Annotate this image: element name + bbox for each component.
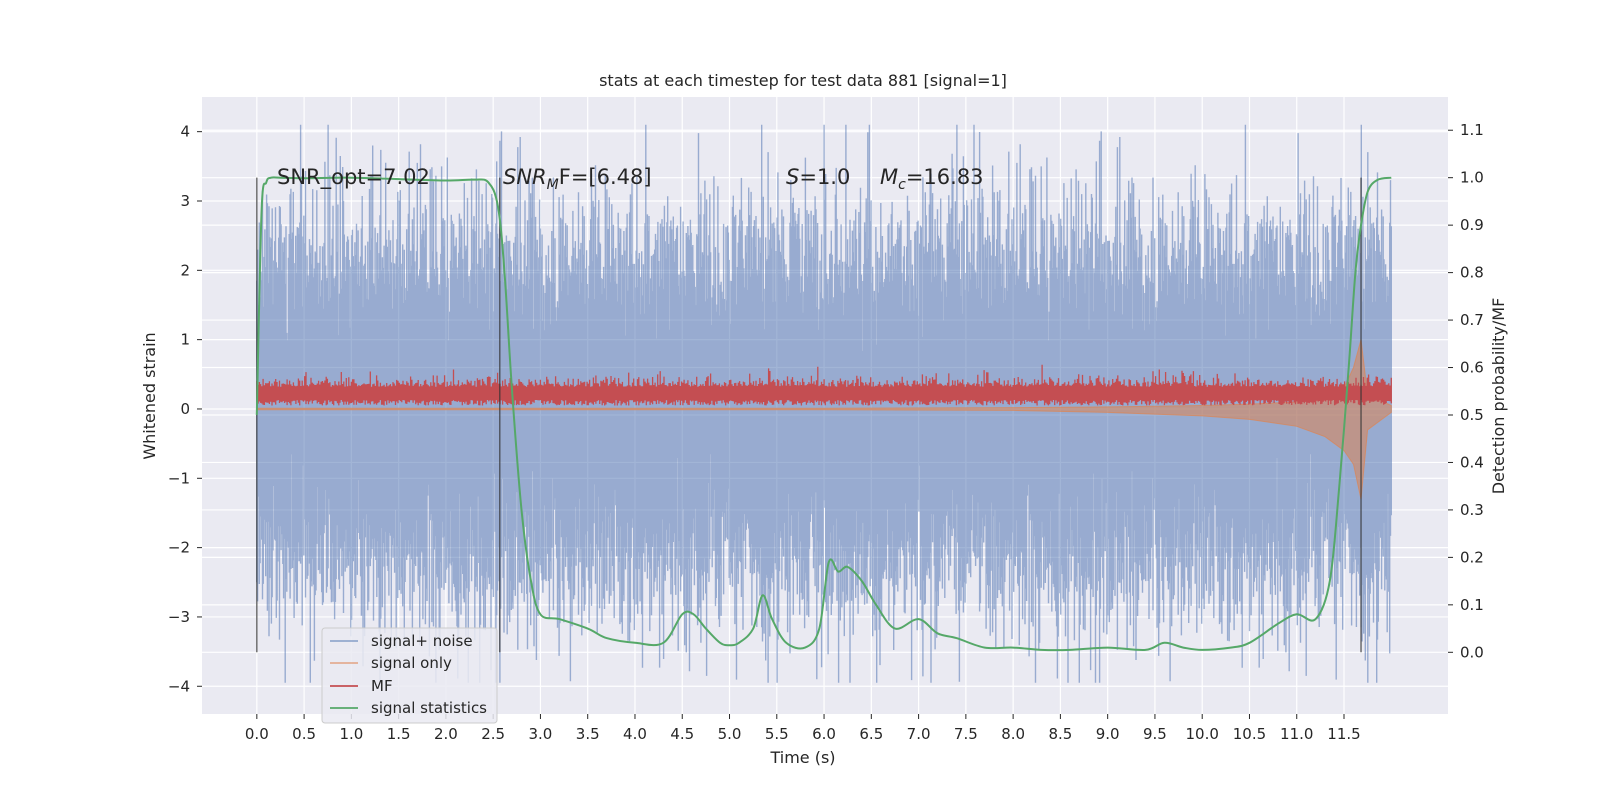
annotation-snr-mf: SNRMF=[6.48] [503,165,652,193]
x-tick-label: 10.0 [1186,725,1219,743]
x-tick-label: 9.0 [1096,725,1120,743]
y2-tick-label: 1.1 [1460,121,1484,139]
x-tick-label: 4.5 [670,725,694,743]
y2-axis-ticks: 0.0 0.1 0.2 0.3 0.4 0.5 0.6 0.7 0.8 0.9 1.0 1.1 [1448,121,1484,661]
x-tick-label: 11.0 [1280,725,1313,743]
annotation-snr-mf-sub: M [547,177,559,193]
x-tick-label: 5.5 [765,725,789,743]
annotation-s-italic: S [786,165,799,189]
x-tick-label: 8.5 [1048,725,1072,743]
legend-label-mf: MF [371,677,393,695]
y-tick-label: 2 [180,261,190,279]
y-tick-label: 0 [180,400,190,418]
x-tick-label: 3.0 [529,725,553,743]
y-tick-label: 3 [180,192,190,210]
y-tick-label: 1 [180,331,190,349]
y2-axis-label: Detection probability/MF [1489,298,1508,495]
y2-tick-label: 0.8 [1460,264,1484,282]
annotation-mc: Mc=16.83 [880,165,984,193]
x-axis-label: Time (s) [769,748,835,767]
annotation-snr-mf-main: SNR [503,165,547,189]
y-tick-label: 4 [180,123,190,141]
x-tick-label: 6.0 [812,725,836,743]
x-tick-label: 6.5 [859,725,883,743]
x-tick-label: 8.0 [1001,725,1025,743]
x-tick-label: 2.5 [481,725,505,743]
x-tick-label: 9.5 [1143,725,1167,743]
y2-tick-label: 0.2 [1460,548,1484,566]
annotation-mc-sub: c [898,177,906,193]
x-tick-label: 7.5 [954,725,978,743]
y-axis-ticks: −4 −3 −2 −1 0 1 2 3 4 [168,123,202,695]
x-tick-label: 2.0 [434,725,458,743]
y2-tick-label: 1.0 [1460,169,1484,187]
series-signal-only [256,339,1392,500]
y2-tick-label: 0.1 [1460,596,1484,614]
x-tick-label: 3.5 [576,725,600,743]
y-tick-label: −2 [168,539,190,557]
y-tick-label: −4 [168,677,190,695]
x-tick-label: 1.0 [339,725,363,743]
annotation-s: S=1.0 [786,165,850,189]
y-tick-label: −1 [168,469,190,487]
y-tick-label: −3 [168,608,190,626]
y2-tick-label: 0.9 [1460,216,1484,234]
y2-tick-label: 0.6 [1460,359,1484,377]
y2-tick-label: 0.7 [1460,311,1484,329]
x-tick-label: 0.5 [292,725,316,743]
y2-tick-label: 0.5 [1460,406,1484,424]
x-tick-label: 5.0 [718,725,742,743]
y2-tick-label: 0.3 [1460,501,1484,519]
legend: signal+ noise signal only MF signal stat… [321,627,498,724]
y-axis-label: Whitened strain [140,332,159,459]
x-tick-label: 10.5 [1233,725,1266,743]
legend-label-signal-statistics: signal statistics [371,699,487,717]
annotation-snr-opt: SNR_opt=7.02 [277,165,430,190]
x-tick-label: 4.0 [623,725,647,743]
annotation-s-rest: =1.0 [799,165,850,189]
annotation-mc-rest: =16.83 [906,165,984,189]
annotation-snr-mf-rest: F=[6.48] [559,165,652,189]
y2-tick-label: 0.4 [1460,453,1484,471]
x-axis-ticks: 0.0 0.5 1.0 1.5 2.0 2.5 3.0 3.5 4.0 4.5 5.0 5.5 6.0 6… [245,714,1361,743]
legend-box [321,627,498,724]
signal-statistics-trace [255,176,1392,652]
signal-only-trace [256,339,1392,500]
x-tick-label: 1.5 [387,725,411,743]
chart-title: stats at each timestep for test data 881… [599,71,1007,90]
y2-tick-label: 0.0 [1460,643,1484,661]
x-tick-label: 11.5 [1327,725,1360,743]
x-tick-label: 7.0 [907,725,931,743]
series-signal-statistics [255,176,1392,652]
x-tick-label: 0.0 [245,725,269,743]
annotation-mc-main: M [880,165,898,189]
legend-label-signal-only: signal only [371,654,452,672]
legend-label-signal-plus-noise: signal+ noise [371,632,473,650]
